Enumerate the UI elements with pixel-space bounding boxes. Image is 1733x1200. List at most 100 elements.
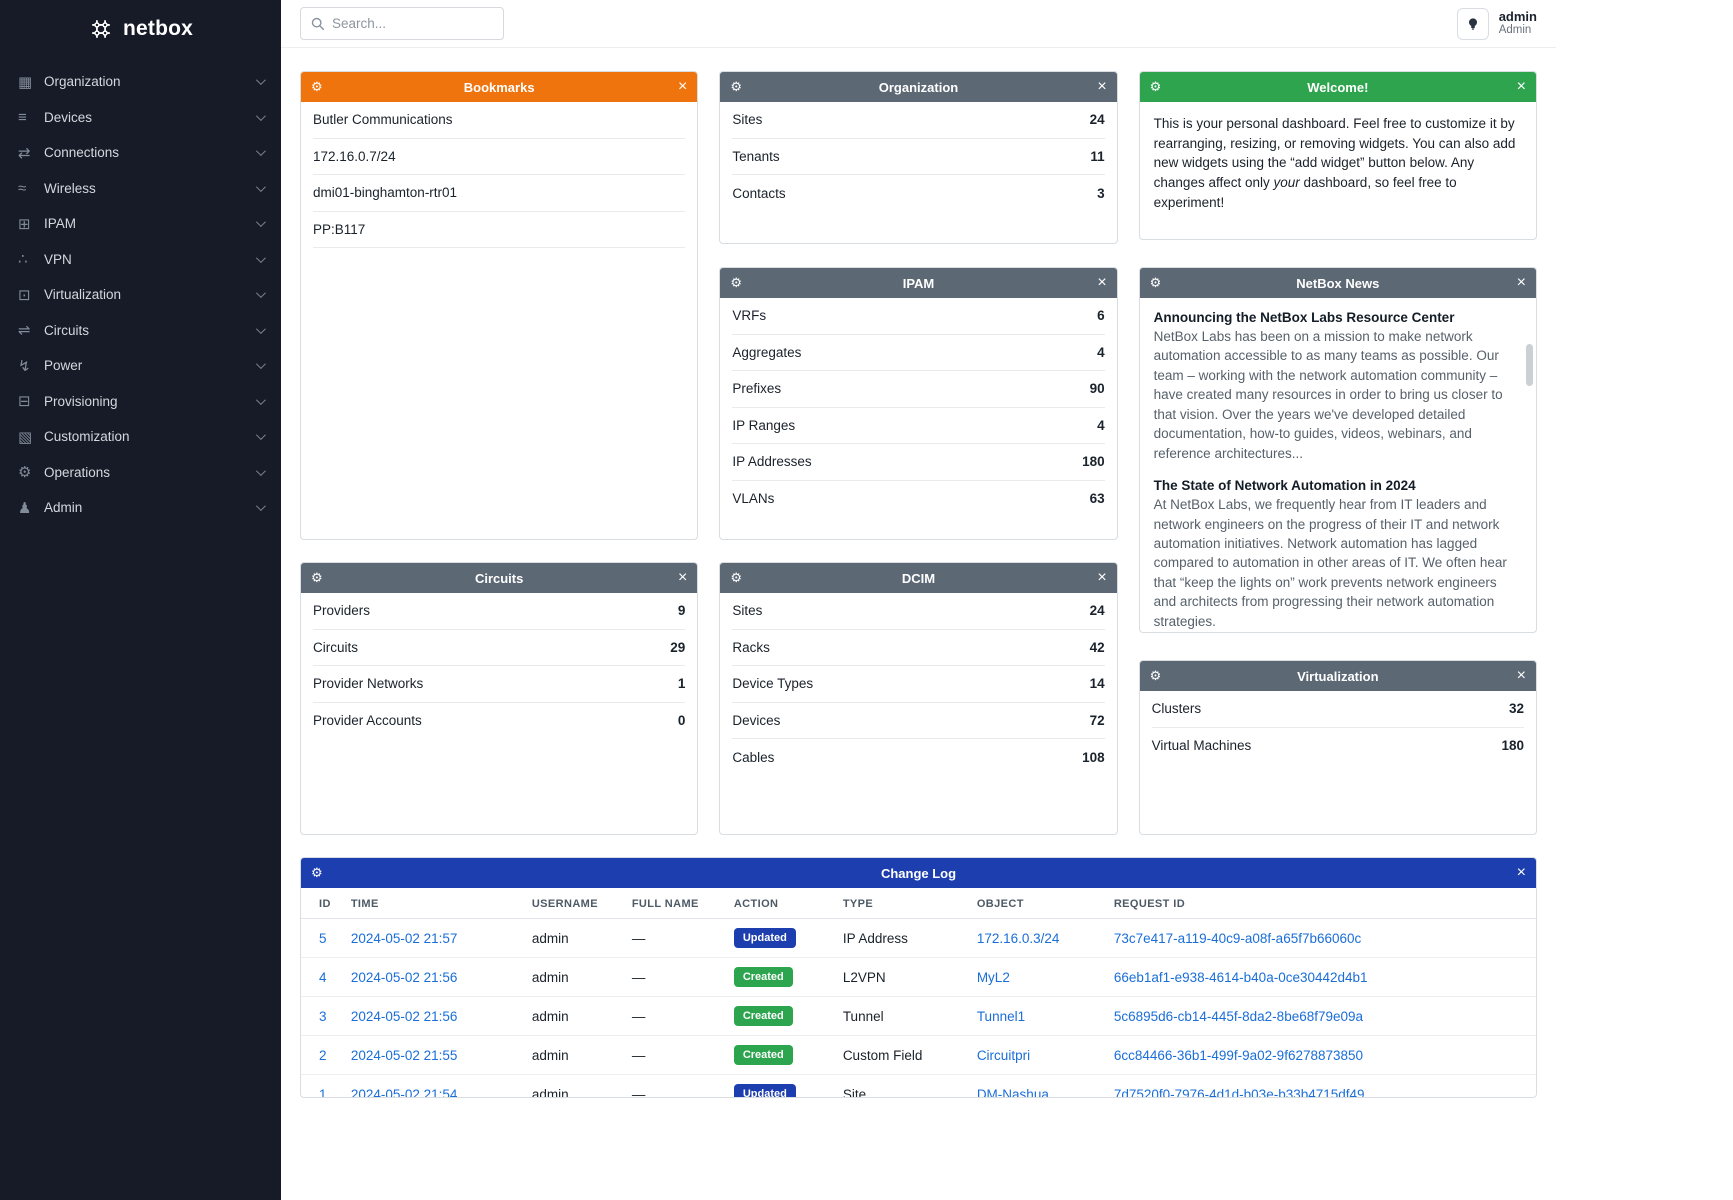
close-icon[interactable]: × (1097, 78, 1107, 95)
stat-value: 4 (1097, 417, 1105, 433)
sidebar-item-label: Connections (44, 145, 120, 161)
netbox-logo[interactable]: netbox (0, 0, 281, 60)
sidebar-item-virtualization[interactable]: ⊡ Virtualization (0, 277, 281, 313)
changelog-request-link[interactable]: 66eb1af1-e938-4614-b40a-0ce30442d4b1 (1113, 969, 1368, 985)
changelog-id-link[interactable]: 5 (319, 930, 327, 946)
close-icon[interactable]: × (1516, 274, 1526, 291)
news-article-title[interactable]: Announcing the NetBox Labs Resource Cent… (1153, 310, 1455, 325)
sidebar-nav: ▦ Organization ≡ Devices ⇄ Connections ≈… (0, 60, 281, 530)
close-icon[interactable]: × (1097, 569, 1107, 586)
column-header-type: TYPE (832, 888, 967, 919)
changelog-fullname: — (621, 1074, 724, 1097)
stat-value: 14 (1089, 676, 1105, 692)
stat-label: Racks (732, 639, 770, 655)
close-icon[interactable]: × (1097, 274, 1107, 291)
admin-icon: ♟ (18, 499, 32, 517)
sidebar-item-label: IPAM (44, 216, 77, 232)
gear-icon[interactable]: ⚙ (730, 570, 742, 585)
sidebar-item-label: Power (44, 358, 83, 374)
sidebar-item-devices[interactable]: ≡ Devices (0, 100, 281, 136)
changelog-type: IP Address (832, 918, 967, 958)
sidebar: netbox ▦ Organization ≡ Devices ⇄ Connec… (0, 0, 281, 1200)
changelog-request-link[interactable]: 7d7520f0-7976-4d1d-b03e-b33b4715df49 (1113, 1086, 1365, 1098)
stat-row: Virtual Machines 180 (1152, 728, 1524, 765)
theme-toggle-button[interactable] (1456, 7, 1489, 40)
close-icon[interactable]: × (1516, 864, 1526, 881)
stat-row: Sites 24 (732, 593, 1105, 630)
chevron-down-icon (255, 430, 266, 441)
sidebar-item-wireless[interactable]: ≈ Wireless (0, 171, 281, 207)
changelog-request-link[interactable]: 6cc84466-36b1-499f-9a02-9f6278873850 (1113, 1047, 1364, 1063)
stat-row: Devices 72 (732, 703, 1105, 739)
gear-icon[interactable]: ⚙ (730, 79, 742, 94)
stat-value: 63 (1089, 491, 1105, 507)
widget-title: NetBox News (1296, 275, 1380, 291)
stat-label: IP Addresses (732, 454, 812, 470)
changelog-object-link[interactable]: Tunnel1 (976, 1008, 1026, 1024)
changelog-type: Tunnel (832, 996, 967, 1036)
user-menu[interactable]: admin Admin (1456, 7, 1537, 40)
changelog-object-link[interactable]: MyL2 (976, 969, 1010, 985)
changelog-id-link[interactable]: 3 (319, 1008, 327, 1024)
bookmark-item[interactable]: PP:B117 (313, 212, 686, 248)
changelog-time-link[interactable]: 2024-05-02 21:57 (350, 930, 458, 946)
close-icon[interactable]: × (1516, 667, 1526, 684)
gear-icon[interactable]: ⚙ (311, 570, 323, 585)
stat-value: 0 (677, 713, 686, 729)
sidebar-item-circuits[interactable]: ⇌ Circuits (0, 313, 281, 349)
changelog-object-link[interactable]: DM-Nashua (976, 1086, 1049, 1098)
action-badge: Updated (733, 1084, 796, 1097)
sidebar-item-power[interactable]: ↯ Power (0, 348, 281, 384)
sidebar-item-vpn[interactable]: ∴ VPN (0, 242, 281, 278)
sidebar-item-label: VPN (44, 251, 72, 267)
changelog-request-link[interactable]: 5c6895d6-cb14-445f-8da2-8be68f79e09a (1113, 1008, 1364, 1024)
news-article-title[interactable]: The State of Network Automation in 2024 (1153, 478, 1416, 494)
welcome-text: This is your personal dashboard. Feel fr… (1153, 116, 1516, 210)
close-icon[interactable]: × (677, 569, 688, 586)
widget-organization: ⚙ Organization × Sites 24 Tenants 11 Con… (719, 71, 1118, 244)
sidebar-item-organization[interactable]: ▦ Organization (0, 64, 281, 100)
stat-value: 108 (1082, 749, 1105, 765)
sidebar-item-ipam[interactable]: ⊞ IPAM (0, 206, 281, 242)
widget-title: Organization (878, 79, 959, 95)
sidebar-item-provisioning[interactable]: ⊟ Provisioning (0, 384, 281, 420)
gear-icon[interactable]: ⚙ (1149, 275, 1162, 290)
sidebar-item-customization[interactable]: ▧ Customization (0, 419, 281, 455)
changelog-time-link[interactable]: 2024-05-02 21:55 (350, 1047, 458, 1063)
table-row: 2 2024-05-02 21:55 admin — Created Custo… (301, 1035, 1536, 1075)
sidebar-item-label: Provisioning (44, 393, 118, 409)
close-icon[interactable]: × (1516, 78, 1526, 95)
changelog-time-link[interactable]: 2024-05-02 21:54 (350, 1086, 458, 1098)
gear-icon[interactable]: ⚙ (730, 275, 742, 290)
changelog-id-link[interactable]: 4 (319, 969, 327, 985)
scrollbar-thumb[interactable] (1525, 344, 1533, 386)
changelog-username: admin (521, 996, 622, 1036)
ipam-icon: ⊞ (18, 215, 31, 233)
column-header-requestid: REQUEST ID (1103, 888, 1536, 919)
building-icon: ▦ (18, 73, 33, 91)
widget-title: Bookmarks (463, 79, 535, 95)
stat-row: Racks 42 (732, 630, 1105, 666)
changelog-table: ID TIME USERNAME FULL NAME ACTION TYPE O… (301, 888, 1536, 1098)
changelog-request-link[interactable]: 73c7e417-a119-40c9-a08f-a65f7b66060c (1113, 930, 1362, 946)
sidebar-item-connections[interactable]: ⇄ Connections (0, 135, 281, 171)
gear-icon[interactable]: ⚙ (1149, 668, 1162, 683)
sidebar-item-operations[interactable]: ⚙ Operations (0, 455, 281, 491)
bookmark-item[interactable]: 172.16.0.7/24 (313, 139, 686, 175)
sidebar-item-admin[interactable]: ♟ Admin (0, 490, 281, 526)
gear-icon[interactable]: ⚙ (311, 865, 323, 880)
changelog-time-link[interactable]: 2024-05-02 21:56 (350, 969, 458, 985)
chevron-down-icon (255, 501, 266, 512)
changelog-object-link[interactable]: 172.16.0.3/24 (976, 930, 1060, 946)
bookmark-item[interactable]: dmi01-binghamton-rtr01 (313, 175, 686, 212)
changelog-object-link[interactable]: Circuitpri (976, 1047, 1031, 1063)
changelog-id-link[interactable]: 1 (319, 1086, 327, 1098)
search-input[interactable] (332, 16, 482, 31)
gear-icon[interactable]: ⚙ (1149, 79, 1162, 94)
search-box[interactable] (300, 7, 504, 40)
changelog-time-link[interactable]: 2024-05-02 21:56 (350, 1008, 458, 1024)
gear-icon[interactable]: ⚙ (311, 79, 323, 94)
bookmark-item[interactable]: Butler Communications (313, 102, 686, 139)
changelog-id-link[interactable]: 2 (319, 1047, 327, 1063)
close-icon[interactable]: × (677, 78, 688, 95)
